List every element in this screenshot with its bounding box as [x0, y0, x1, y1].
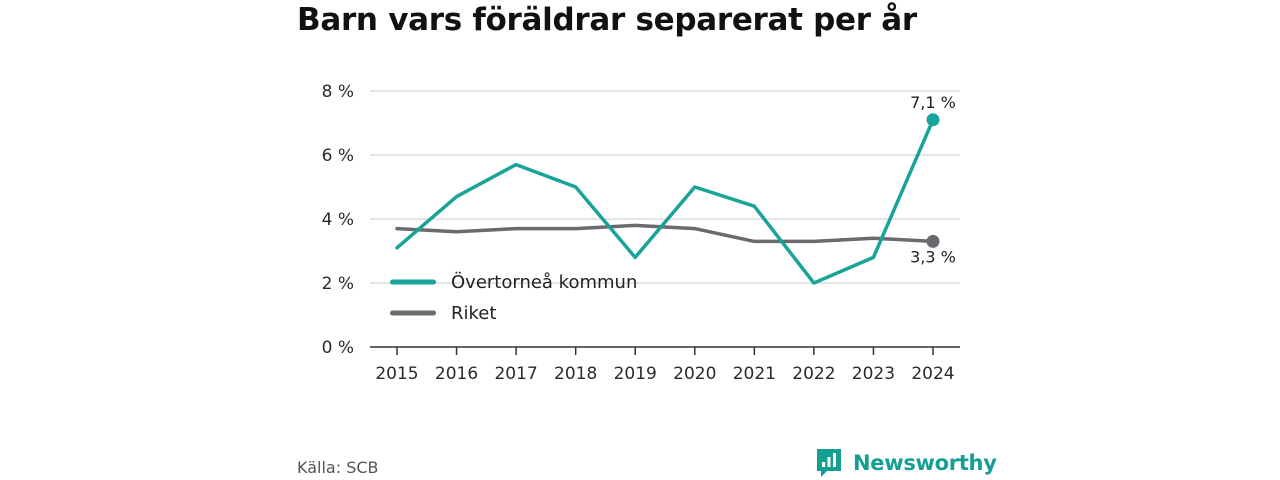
legend: Övertorneå kommun Riket	[390, 271, 637, 324]
grid-lines	[370, 90, 960, 284]
series-lines	[395, 113, 940, 285]
x-tick-label: 2022	[792, 364, 835, 384]
series-end-point	[926, 234, 940, 248]
brand-name: Newsworthy	[853, 451, 997, 475]
data-label: 7,1 %	[910, 93, 956, 112]
x-tick-label: 2016	[435, 364, 478, 384]
series-line	[395, 118, 935, 285]
brand-logo: Newsworthy	[815, 447, 997, 479]
x-tick-label: 2015	[375, 364, 418, 384]
legend-swatch	[390, 310, 436, 316]
x-tick-label: 2021	[733, 364, 776, 384]
x-tick-label: 2019	[614, 364, 657, 384]
y-tick-label: 6 %	[322, 146, 354, 166]
series-line	[395, 223, 935, 244]
x-tick-label: 2018	[554, 364, 597, 384]
chart-title: Barn vars föräldrar separerat per år	[297, 2, 917, 38]
y-tick-label: 2 %	[322, 274, 354, 294]
y-tick-label: 4 %	[322, 210, 354, 230]
x-axis: 2015 2016 2017 2018 2019 2020 2021 2022 2023 2024	[370, 346, 960, 384]
data-label: 3,3 %	[910, 247, 956, 266]
y-axis-ticks: 0 % 2 % 4 % 6 % 8 %	[322, 82, 354, 358]
legend-swatch	[390, 279, 436, 285]
x-tick-label: 2023	[852, 364, 895, 384]
x-tick-label: 2024	[911, 364, 954, 384]
source-note: Källa: SCB	[297, 458, 379, 477]
x-tick-label: 2017	[494, 364, 537, 384]
x-tick-label: 2020	[673, 364, 716, 384]
end-labels: 7,1 % 3,3 %	[910, 93, 956, 267]
y-tick-label: 0 %	[322, 338, 354, 358]
newsworthy-logo-icon	[817, 449, 841, 477]
series-end-point	[926, 113, 940, 127]
y-tick-label: 8 %	[322, 82, 354, 102]
legend-label: Riket	[451, 303, 496, 324]
legend-label: Övertorneå kommun	[451, 271, 637, 293]
